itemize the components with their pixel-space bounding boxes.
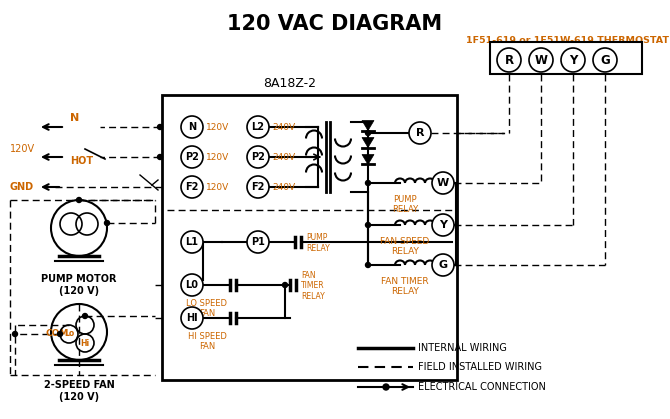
Text: INTERNAL WIRING: INTERNAL WIRING <box>418 343 507 353</box>
Circle shape <box>181 116 203 138</box>
Text: FAN
TIMER
RELAY: FAN TIMER RELAY <box>301 271 325 301</box>
Circle shape <box>409 122 431 144</box>
Text: 1F51-619 or 1F51W-619 THERMOSTAT: 1F51-619 or 1F51W-619 THERMOSTAT <box>466 36 669 45</box>
Text: P2: P2 <box>185 152 199 162</box>
Text: Hi: Hi <box>80 339 90 347</box>
Text: 120V: 120V <box>206 183 229 191</box>
Circle shape <box>366 222 371 228</box>
Circle shape <box>366 262 371 267</box>
Text: G: G <box>600 54 610 67</box>
Text: 240V: 240V <box>272 122 295 132</box>
Text: N: N <box>70 113 79 123</box>
Text: ELECTRICAL CONNECTION: ELECTRICAL CONNECTION <box>418 382 546 392</box>
Circle shape <box>157 155 163 160</box>
Circle shape <box>383 384 389 390</box>
Text: HI SPEED
FAN: HI SPEED FAN <box>188 332 226 352</box>
Polygon shape <box>362 155 374 165</box>
Circle shape <box>58 331 62 336</box>
Circle shape <box>529 48 553 72</box>
Text: F2: F2 <box>186 182 199 192</box>
Circle shape <box>432 172 454 194</box>
Text: 240V: 240V <box>272 153 295 161</box>
Circle shape <box>247 116 269 138</box>
Text: FAN SPEED
RELAY: FAN SPEED RELAY <box>381 237 429 256</box>
Circle shape <box>247 146 269 168</box>
Text: G: G <box>438 260 448 270</box>
Text: L2: L2 <box>251 122 265 132</box>
Polygon shape <box>362 137 374 147</box>
Text: W: W <box>437 178 449 188</box>
Circle shape <box>593 48 617 72</box>
Circle shape <box>561 48 585 72</box>
Circle shape <box>181 176 203 198</box>
Text: HI: HI <box>186 313 198 323</box>
Polygon shape <box>362 121 374 130</box>
Text: PUMP
RELAY: PUMP RELAY <box>306 233 330 253</box>
Circle shape <box>247 176 269 198</box>
Text: COM: COM <box>46 329 70 339</box>
Circle shape <box>181 307 203 329</box>
Text: W: W <box>535 54 547 67</box>
Text: P2: P2 <box>251 152 265 162</box>
Text: 240V: 240V <box>272 183 295 191</box>
Circle shape <box>247 231 269 253</box>
Text: PUMP MOTOR
(120 V): PUMP MOTOR (120 V) <box>42 274 117 295</box>
Circle shape <box>181 274 203 296</box>
Text: PUMP
RELAY: PUMP RELAY <box>392 195 418 215</box>
Circle shape <box>105 220 109 225</box>
Text: 120V: 120V <box>10 144 35 154</box>
Text: 120 VAC DIAGRAM: 120 VAC DIAGRAM <box>227 14 443 34</box>
Text: N: N <box>188 122 196 132</box>
Text: Y: Y <box>569 54 577 67</box>
Circle shape <box>82 313 88 318</box>
Text: FAN TIMER
RELAY: FAN TIMER RELAY <box>381 277 429 296</box>
Text: FIELD INSTALLED WIRING: FIELD INSTALLED WIRING <box>418 362 542 372</box>
Text: 2-SPEED FAN
(120 V): 2-SPEED FAN (120 V) <box>44 380 115 401</box>
Text: GND: GND <box>10 182 34 192</box>
Circle shape <box>181 231 203 253</box>
Text: R: R <box>416 128 424 138</box>
Text: 120V: 120V <box>206 122 229 132</box>
Circle shape <box>366 181 371 186</box>
Bar <box>490 42 642 74</box>
Text: F2: F2 <box>251 182 265 192</box>
Text: Lo: Lo <box>64 329 74 339</box>
Text: P1: P1 <box>251 237 265 247</box>
Circle shape <box>283 282 287 287</box>
Circle shape <box>497 48 521 72</box>
Circle shape <box>366 130 371 135</box>
Circle shape <box>181 146 203 168</box>
Text: R: R <box>505 54 514 67</box>
Text: Y: Y <box>439 220 447 230</box>
Text: LO SPEED
FAN: LO SPEED FAN <box>186 299 228 318</box>
Bar <box>162 95 457 380</box>
Circle shape <box>432 254 454 276</box>
Text: 120V: 120V <box>206 153 229 161</box>
Text: HOT: HOT <box>70 156 93 166</box>
Circle shape <box>76 197 82 202</box>
Circle shape <box>432 214 454 236</box>
Circle shape <box>13 331 17 336</box>
Text: L1: L1 <box>186 237 198 247</box>
Text: L0: L0 <box>186 280 198 290</box>
Text: 8A18Z-2: 8A18Z-2 <box>263 77 316 90</box>
Circle shape <box>157 124 163 129</box>
